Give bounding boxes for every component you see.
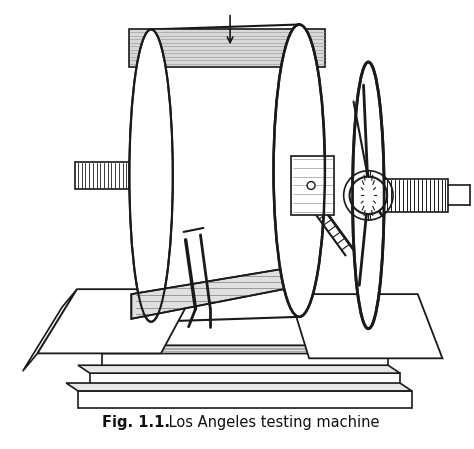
Polygon shape — [384, 179, 448, 212]
Ellipse shape — [350, 176, 387, 214]
Ellipse shape — [273, 25, 325, 317]
Ellipse shape — [307, 181, 315, 189]
Ellipse shape — [353, 62, 384, 329]
Polygon shape — [129, 30, 325, 67]
Polygon shape — [289, 294, 442, 358]
Polygon shape — [75, 162, 129, 189]
Polygon shape — [102, 345, 388, 353]
Polygon shape — [37, 289, 195, 353]
Polygon shape — [292, 156, 334, 215]
Polygon shape — [102, 353, 388, 373]
Polygon shape — [90, 345, 388, 353]
Polygon shape — [78, 391, 412, 408]
Polygon shape — [131, 264, 309, 319]
Polygon shape — [66, 383, 412, 391]
Polygon shape — [23, 289, 77, 371]
Polygon shape — [90, 373, 400, 391]
Text: Los Angeles testing machine: Los Angeles testing machine — [164, 415, 379, 431]
Ellipse shape — [129, 30, 173, 322]
Polygon shape — [78, 365, 400, 373]
Text: Fig. 1.1.: Fig. 1.1. — [102, 415, 170, 431]
Polygon shape — [151, 25, 299, 322]
